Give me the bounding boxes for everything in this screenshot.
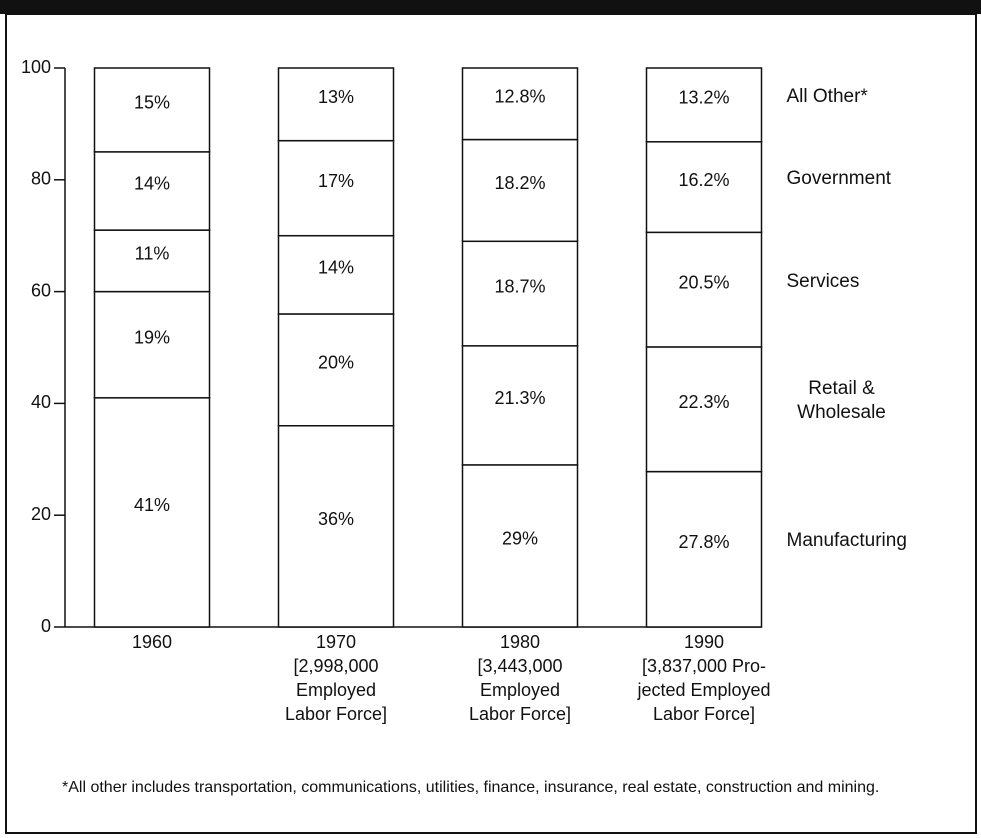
- value-label: 17%: [318, 171, 354, 191]
- bar-segment: [277, 313, 395, 427]
- bar-segment: [93, 229, 211, 293]
- value-label: 13%: [318, 87, 354, 107]
- value-label: 18.7%: [494, 276, 545, 296]
- x-tick-label: Labor Force]: [469, 704, 571, 724]
- value-label: 15%: [134, 93, 170, 113]
- bar-segment: [461, 240, 579, 347]
- value-label: 19%: [134, 327, 170, 347]
- legend-label: Government: [786, 168, 892, 190]
- x-tick-label: Labor Force]: [285, 704, 387, 724]
- x-tick-label: [2,998,000: [293, 656, 378, 676]
- x-tick-label: 1990: [684, 632, 724, 652]
- bar-segment: [277, 234, 395, 315]
- bar-segment: [277, 425, 395, 628]
- value-label: 27.8%: [678, 532, 729, 552]
- bar-segment: [93, 397, 211, 628]
- value-label: 18.2%: [494, 173, 545, 193]
- y-tick-label: 60: [31, 280, 51, 300]
- value-label: 20.5%: [678, 272, 729, 292]
- bar-segment: [461, 67, 579, 141]
- x-tick-label: [3,443,000: [477, 656, 562, 676]
- bar-segment: [645, 141, 763, 234]
- y-tick-label: 80: [31, 169, 51, 189]
- legend-label: Services: [786, 270, 860, 292]
- bar-segment: [93, 67, 211, 153]
- bar-segment: [277, 139, 395, 237]
- bar-segment: [93, 290, 211, 399]
- value-label: 14%: [134, 174, 170, 194]
- x-tick-label: Labor Force]: [653, 704, 755, 724]
- legend-label: Retail & Wholesale: [797, 378, 886, 424]
- value-label: 21.3%: [494, 388, 545, 408]
- frame: [5, 13, 977, 834]
- bar-segment: [277, 67, 395, 142]
- value-label: 13.2%: [678, 88, 729, 108]
- bar-segment: [645, 470, 763, 628]
- bar-segment: [645, 67, 763, 143]
- y-tick-label: 40: [31, 392, 51, 412]
- value-label: 16.2%: [678, 170, 729, 190]
- value-label: 22.3%: [678, 392, 729, 412]
- value-label: 12.8%: [494, 87, 545, 107]
- value-label: 11%: [135, 244, 170, 264]
- bar-segment: [461, 138, 579, 243]
- bar-segment: [645, 346, 763, 473]
- y-tick-label: 100: [21, 57, 51, 77]
- legend-label: All Other*: [786, 85, 868, 107]
- value-label: 29%: [502, 529, 538, 549]
- x-tick-label: Employed: [480, 680, 560, 700]
- x-tick-label: Employed: [296, 680, 376, 700]
- x-tick-label: jected Employed: [636, 680, 770, 700]
- y-tick-label: 20: [31, 504, 51, 524]
- value-label: 36%: [318, 509, 354, 529]
- legend-label: Manufacturing: [786, 530, 907, 552]
- x-tick-label: 1970: [316, 632, 356, 652]
- bar-segment: [93, 151, 211, 231]
- x-tick-label: 1980: [500, 632, 540, 652]
- value-label: 41%: [134, 495, 170, 515]
- x-tick-label: [3,837,000 Pro-: [642, 656, 766, 676]
- bar-segment: [461, 464, 579, 628]
- footnote: *All other includes transportation, comm…: [62, 779, 880, 796]
- value-label: 20%: [318, 353, 354, 373]
- value-label: 14%: [318, 258, 354, 278]
- top-band: [0, 0, 981, 14]
- y-tick-label: 0: [41, 616, 51, 636]
- x-tick-label: 1960: [132, 632, 172, 652]
